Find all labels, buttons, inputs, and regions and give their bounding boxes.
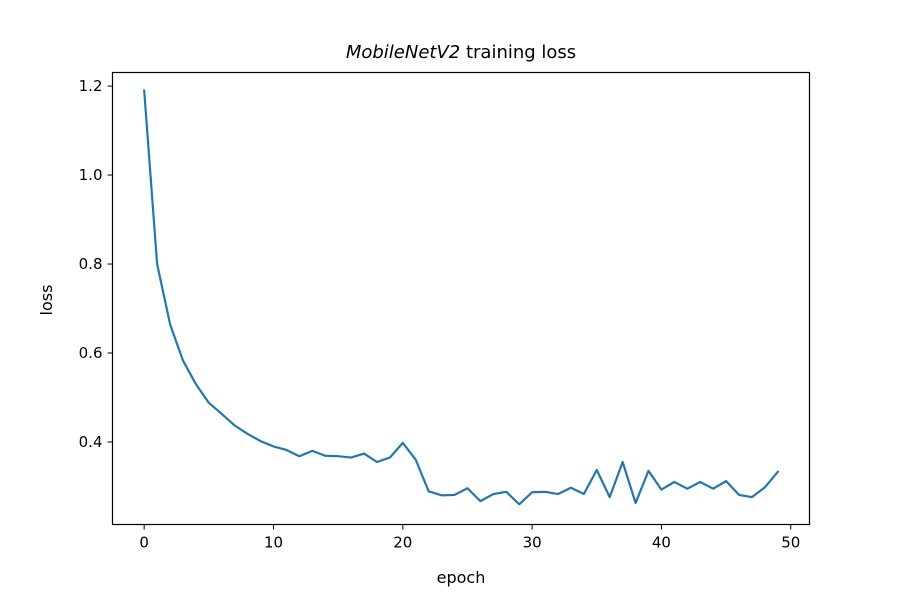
plot-frame <box>111 71 811 526</box>
x-tick-label: 30 <box>523 534 542 552</box>
y-tick-label: 0.4 <box>79 433 103 451</box>
x-tick-label: 20 <box>393 534 412 552</box>
y-axis-label: loss <box>37 285 56 316</box>
loss-series-line <box>143 89 780 506</box>
chart-title-italic: MobileNetV2 <box>346 42 460 63</box>
y-tick-label: 1.2 <box>79 77 103 95</box>
x-tick-label: 10 <box>264 534 283 552</box>
x-tick-label: 0 <box>139 534 149 552</box>
y-tick-label: 1.0 <box>79 166 103 184</box>
chart-title: MobileNetV2 training loss <box>346 42 576 63</box>
ticks-layer: 0 10 20 30 40 50 0.4 0.6 0.8 1.0 1.2 <box>79 77 801 551</box>
chart-title-rest: training loss <box>460 42 576 63</box>
plot-layer <box>143 89 780 506</box>
x-tick-label: 40 <box>652 534 671 552</box>
y-tick-label: 0.8 <box>79 255 103 273</box>
x-axis-label: epoch <box>437 568 486 587</box>
x-tick-label: 50 <box>781 534 800 552</box>
y-tick-label: 0.6 <box>79 344 103 362</box>
